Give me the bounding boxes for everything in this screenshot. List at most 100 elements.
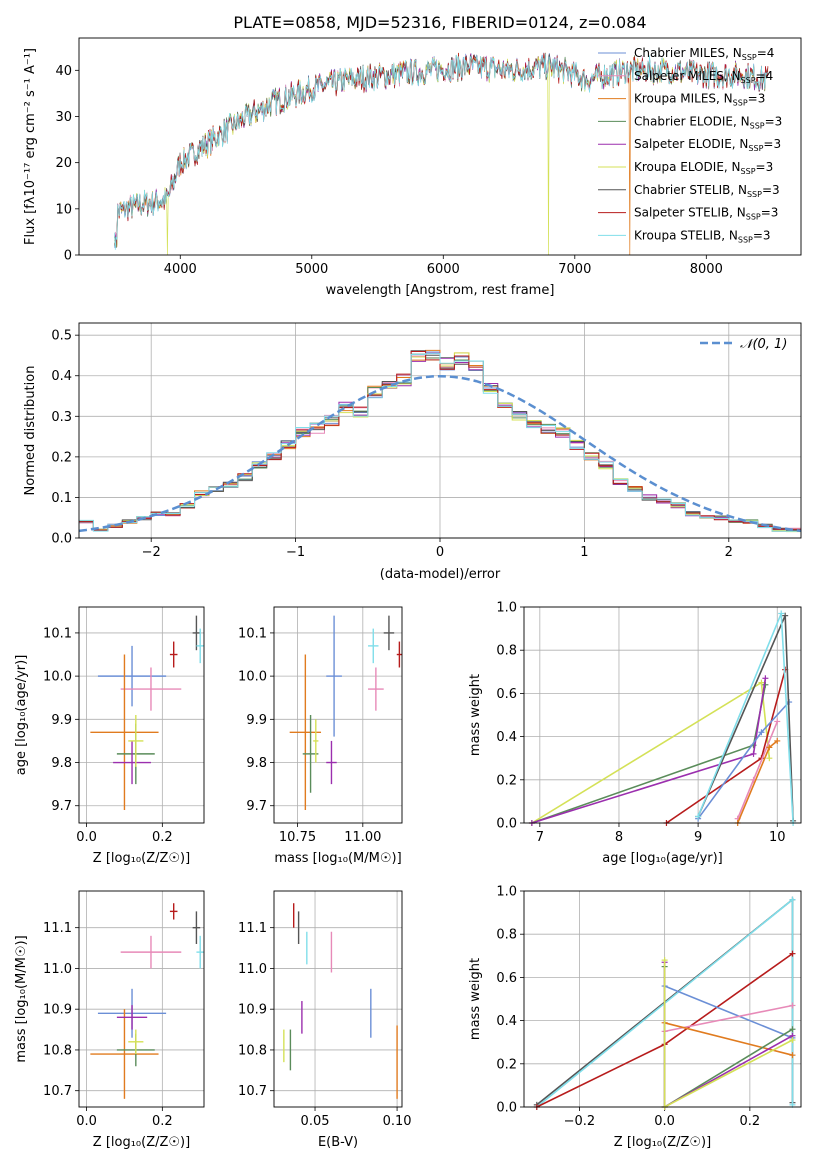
- age_vs_mass-xlabel: mass [log₁₀(M/M☉)]: [274, 851, 401, 866]
- y-tick-label: 10.7: [43, 1084, 72, 1099]
- x-tick-label: 0.2: [152, 830, 173, 845]
- mass_vs_Z-grid: [79, 891, 204, 1107]
- legend-ssp-count: 3: [772, 183, 780, 197]
- legend-eq: =: [763, 137, 773, 151]
- y-tick-label: 10.9: [43, 1003, 72, 1018]
- x-tick-label: 1: [580, 545, 588, 560]
- legend-label-text: Salpeter STELIB, N: [634, 206, 746, 220]
- x-tick-label: 7000: [558, 262, 591, 277]
- weight_vs_age-xlabel: age [log₁₀(age/yr)]: [602, 851, 723, 866]
- legend-eq: =: [761, 206, 771, 220]
- gaussian-legend-label: 𝒩(0, 1): [740, 337, 787, 352]
- error-bar-point: [196, 628, 204, 664]
- legend-eq: =: [753, 228, 763, 242]
- gaussian-curve: [79, 374, 801, 533]
- weight-line: [664, 1022, 793, 1056]
- x-tick-label: 0: [436, 545, 444, 560]
- y-tick-label: 0.2: [496, 1057, 517, 1072]
- x-tick-label: 10.75: [279, 830, 316, 845]
- y-tick-label: 30: [55, 110, 72, 125]
- y-tick-label: 10.8: [43, 1043, 72, 1058]
- mass_vs_Z-frame: [78, 890, 205, 1108]
- error-bar-point: [128, 1029, 144, 1055]
- error-bar-point: [396, 641, 402, 668]
- legend-eq: =: [765, 114, 775, 128]
- legend-eq: =: [756, 160, 766, 174]
- y-tick-label: 0.0: [51, 532, 72, 547]
- age_vs_Z-xlabel: Z [log₁₀(Z/Z☉)]: [93, 851, 190, 866]
- x-tick-label: −2: [142, 545, 161, 560]
- error-bar-point: [368, 628, 379, 664]
- mass_vs_EBV-frame: [273, 890, 403, 1108]
- y-tick-label: 20: [55, 156, 72, 171]
- x-tick-label: 0.05: [301, 1114, 330, 1129]
- spectrum-line: [114, 53, 768, 250]
- weight_vs_Z-xlabel: Z [log₁₀(Z/Z☉)]: [614, 1135, 711, 1150]
- legend-eq: =: [748, 92, 758, 106]
- legend-label-text: Kroupa ELODIE, N: [634, 160, 741, 174]
- weight_vs_age-frame: [523, 606, 802, 824]
- y-tick-label: 9.7: [246, 799, 267, 814]
- legend-label-text: Chabrier STELIB, N: [634, 183, 747, 197]
- error-bar-point: [383, 615, 395, 651]
- legend-subscript: SSP: [747, 190, 762, 199]
- age_vs_Z-grid: [79, 607, 204, 823]
- x-tick-label: 11.00: [344, 830, 381, 845]
- legend-subscript: SSP: [733, 99, 748, 108]
- error-bar-point: [196, 935, 204, 969]
- error-bar-point: [120, 667, 182, 711]
- age_vs_mass-frame: [273, 606, 403, 824]
- x-tick-label: 2: [725, 545, 733, 560]
- error-bar-point: [97, 645, 167, 707]
- y-tick-label: 40: [55, 64, 72, 79]
- weight_vs_age-ylabel: mass weight: [468, 674, 483, 756]
- y-tick-label: 0.8: [496, 644, 517, 659]
- legend-ssp-count: 3: [771, 206, 779, 220]
- mass_vs_EBV-grid: [274, 891, 402, 1107]
- legend-label: Kroupa MILES, NSSP=3: [634, 92, 765, 108]
- y-tick-label: 0.4: [51, 369, 72, 384]
- legend-label: Salpeter STELIB, NSSP=3: [634, 206, 778, 222]
- legend-ssp-count: 3: [763, 228, 771, 242]
- legend-label: Chabrier MILES, NSSP=4: [634, 46, 774, 62]
- x-tick-label: 0.2: [152, 1114, 173, 1129]
- mass_vs_Z-axes: 0.0 0.2 10.7 10.8 10.9 11.0 11.1 Z [log₁₀(Z/Z☉)…: [14, 891, 204, 1150]
- y-tick-label: 0.4: [496, 1014, 517, 1029]
- legend-label: Chabrier STELIB, NSSP=3: [634, 183, 780, 199]
- legend-subscript: SSP: [742, 53, 757, 62]
- legend-label-text: Chabrier MILES, N: [634, 46, 742, 60]
- legend-label: Kroupa ELODIE, NSSP=3: [634, 160, 773, 176]
- y-tick-label: 0: [64, 249, 72, 264]
- legend-ssp-count: 3: [773, 137, 781, 151]
- y-tick-label: 1.0: [496, 601, 517, 616]
- x-tick-label: 7: [536, 830, 544, 845]
- x-tick-label: 6000: [427, 262, 460, 277]
- age_vs_Z-frame: [78, 606, 205, 824]
- y-tick-label: 0.6: [496, 687, 517, 702]
- y-tick-label: 9.7: [51, 799, 72, 814]
- y-tick-label: 10.0: [43, 670, 72, 685]
- error-bar-point: [169, 641, 178, 668]
- legend-subscript: SSP: [750, 121, 765, 130]
- spectrum-xlabel: wavelength [Angstrom, rest frame]: [326, 283, 555, 298]
- y-tick-label: 0.0: [496, 1101, 517, 1116]
- x-tick-label: 5000: [295, 262, 328, 277]
- histogram-series: [79, 353, 801, 538]
- legend-label: Salpeter ELODIE, NSSP=3: [634, 137, 781, 153]
- legend-subscript: SSP: [746, 213, 761, 222]
- error-bar-point: [326, 740, 337, 785]
- spectrum-title: PLATE=0858, MJD=52316, FIBERID=0124, z=0…: [233, 13, 646, 32]
- y-tick-label: 0.1: [51, 491, 72, 506]
- y-tick-label: 0.6: [496, 971, 517, 986]
- age_vs_mass-axes: 10.75 11.00 9.7 9.8 9.9 10.0 10.1 mass [log₁₀(M…: [238, 607, 402, 866]
- legend-subscript: SSP: [741, 167, 756, 176]
- error-bar-point: [368, 667, 384, 711]
- error-bar-point: [169, 903, 178, 920]
- x-tick-label: 8: [615, 830, 623, 845]
- legend-eq: =: [757, 46, 767, 60]
- legend-label: Kroupa STELIB, NSSP=3: [634, 228, 771, 244]
- y-tick-label: 10.0: [238, 670, 267, 685]
- legend-label-text: Salpeter MILES, N: [634, 69, 741, 83]
